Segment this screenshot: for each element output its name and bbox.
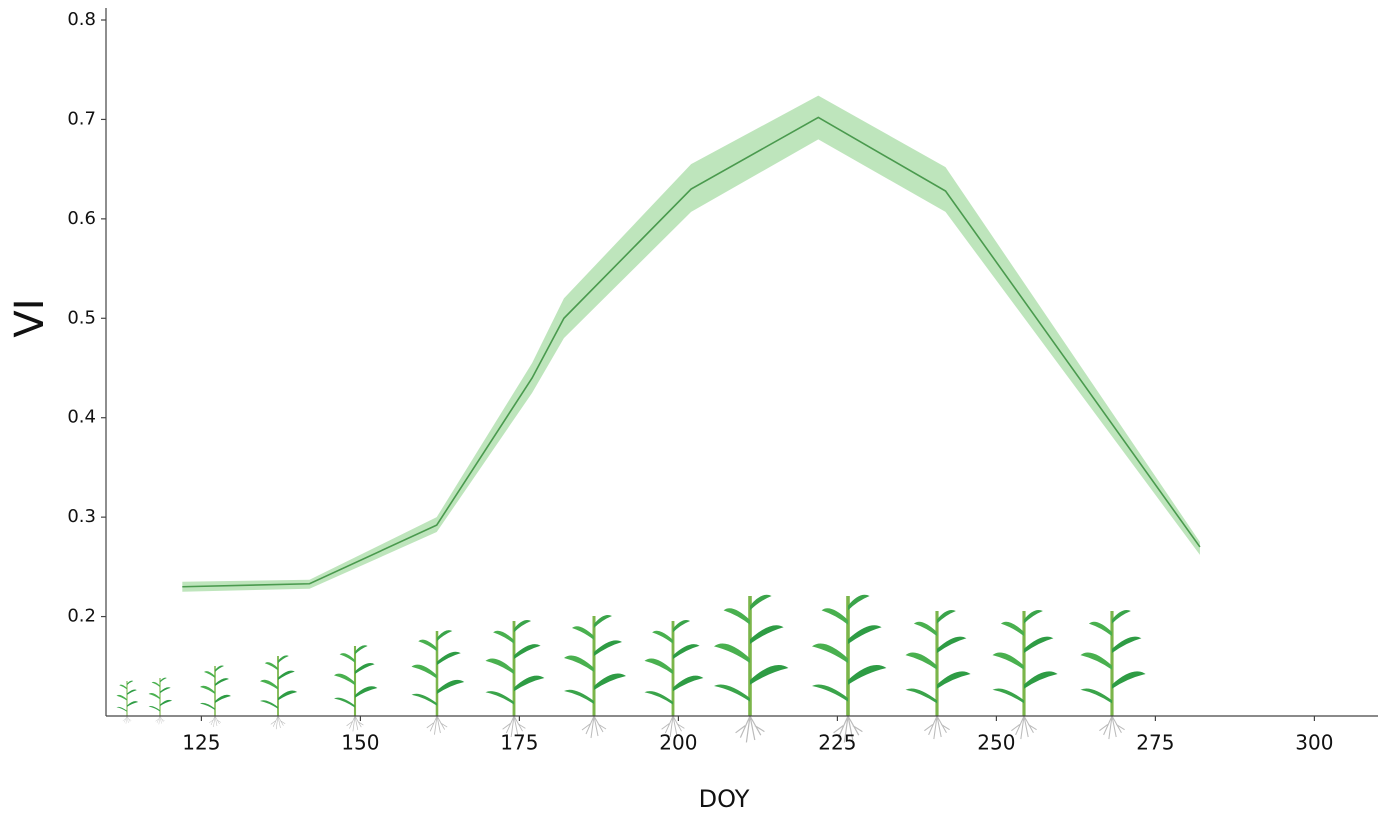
plant xyxy=(714,595,788,743)
chart: DOY VI 0.2 0.3 0.4 0.5 0.6 0.7 0.8 125 150 175 200… xyxy=(0,0,1380,816)
y-tick-label: 0.6 xyxy=(67,208,96,229)
x-tick-label: 150 xyxy=(341,731,379,755)
confidence-band xyxy=(182,96,1200,592)
y-tick-label: 0.2 xyxy=(67,606,96,627)
y-tick-label: 0.5 xyxy=(67,307,96,328)
plant xyxy=(812,595,886,743)
x-axis-label: DOY xyxy=(699,785,750,813)
plant xyxy=(645,620,704,737)
y-tick-label: 0.4 xyxy=(67,407,96,428)
x-tick-label: 125 xyxy=(182,731,220,755)
plant xyxy=(1081,610,1146,739)
plant xyxy=(486,620,545,737)
plant-illustrations xyxy=(117,595,1146,743)
plant xyxy=(564,615,626,738)
plant xyxy=(993,610,1058,739)
y-tick-label: 0.8 xyxy=(67,9,96,30)
y-axis-label: VI xyxy=(7,298,53,337)
x-tick-label: 175 xyxy=(500,731,538,755)
y-tick-label: 0.7 xyxy=(67,108,96,129)
x-tick-label: 300 xyxy=(1295,731,1333,755)
x-tick-label: 275 xyxy=(1136,731,1174,755)
y-tick-label: 0.3 xyxy=(67,506,96,527)
plant xyxy=(334,645,377,731)
plant xyxy=(260,655,297,729)
plant xyxy=(412,630,465,735)
plant xyxy=(200,666,231,728)
plant xyxy=(906,610,971,739)
x-tick-label: 200 xyxy=(659,731,697,755)
plant xyxy=(149,678,173,725)
x-tick-label: 225 xyxy=(818,731,856,755)
x-tick-label: 250 xyxy=(977,731,1015,755)
plant xyxy=(117,681,139,724)
